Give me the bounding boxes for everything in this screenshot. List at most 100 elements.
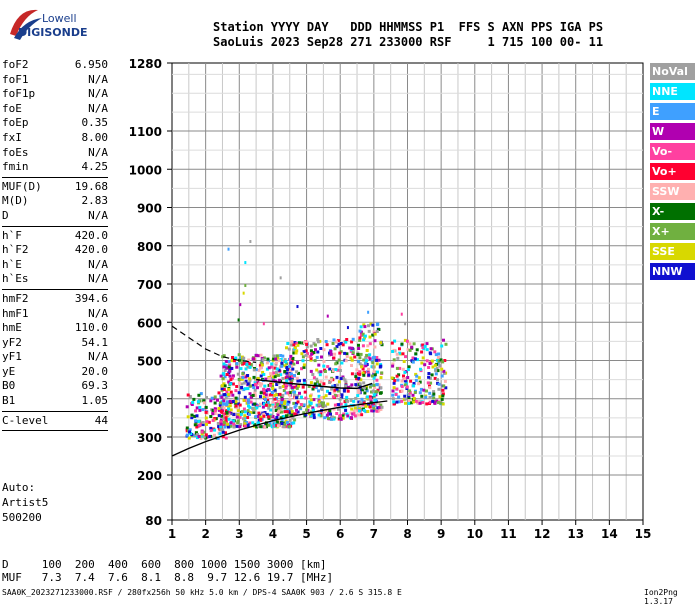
- echo-point: [299, 403, 303, 406]
- param-row: hmE 110.0: [2, 321, 108, 336]
- echo-point: [334, 368, 338, 371]
- param-row: hmF1 N/A: [2, 307, 108, 322]
- echo-point: [351, 351, 355, 355]
- param-value: N/A: [88, 72, 108, 86]
- echo-point: [198, 405, 202, 409]
- echo-point: [312, 416, 316, 420]
- echo-point: [246, 409, 250, 413]
- echo-point: [224, 363, 228, 367]
- echo-point: [373, 373, 377, 377]
- echo-point: [370, 374, 374, 378]
- echo-point: [246, 401, 250, 405]
- echo-point: [438, 395, 442, 399]
- echo-point: [290, 365, 294, 369]
- echo-point: [403, 383, 407, 387]
- echo-point: [309, 349, 313, 353]
- echo-point: [300, 395, 303, 399]
- echo-point: [302, 382, 306, 386]
- echo-point: [292, 385, 296, 389]
- echo-point: [411, 356, 415, 360]
- echo-point: [369, 397, 373, 401]
- echo-point: [236, 421, 240, 425]
- echo-point: [222, 362, 226, 366]
- echo-point: [192, 397, 196, 401]
- x-tick-label: 11: [500, 527, 517, 541]
- param-value: N/A: [88, 101, 108, 115]
- echo-point: [261, 370, 265, 374]
- echo-point: [257, 415, 261, 419]
- echo-point: [254, 353, 258, 357]
- param-row: yF2 54.1: [2, 336, 108, 351]
- echo-point: [403, 379, 407, 383]
- echo-point: [379, 403, 383, 407]
- echo-point: [436, 362, 440, 366]
- echo-point: [270, 391, 274, 394]
- echo-point: [334, 362, 338, 366]
- echo-point: [434, 372, 438, 376]
- echo-point: [239, 303, 242, 307]
- echo-point: [323, 416, 327, 420]
- echo-point: [326, 417, 330, 420]
- echo-point: [358, 372, 362, 376]
- echo-point: [266, 401, 270, 405]
- echo-point: [246, 382, 250, 386]
- echo-point: [291, 367, 295, 371]
- echo-point: [361, 332, 365, 336]
- echo-point: [354, 383, 358, 387]
- echo-point: [317, 363, 321, 367]
- legend-item: W: [650, 123, 695, 140]
- echo-point: [308, 400, 312, 404]
- echo-point: [319, 414, 323, 418]
- param-name: MUF(D): [2, 179, 42, 193]
- echo-point: [275, 416, 279, 419]
- echo-point: [367, 373, 371, 377]
- echo-point: [231, 382, 235, 386]
- echo-point: [380, 371, 384, 375]
- echo-point: [306, 352, 310, 356]
- echo-point: [290, 340, 294, 344]
- echo-point: [330, 387, 334, 391]
- echo-point: [356, 394, 360, 398]
- echo-point: [219, 374, 223, 378]
- echo-point: [280, 410, 284, 414]
- echo-point: [244, 367, 248, 371]
- param-row: h`Es N/A: [2, 272, 108, 287]
- echo-point: [357, 360, 361, 364]
- echo-point: [335, 345, 339, 349]
- echo-point: [188, 395, 192, 398]
- echo-point: [429, 381, 433, 385]
- echo-point: [236, 419, 240, 423]
- echo-point: [227, 392, 230, 396]
- echo-point: [367, 402, 371, 406]
- echo-point: [364, 356, 368, 360]
- echo-point: [226, 422, 229, 426]
- echo-point: [403, 370, 407, 374]
- echo-point: [350, 364, 353, 367]
- echo-point: [216, 436, 220, 440]
- echo-point: [360, 413, 364, 417]
- echo-point: [375, 362, 379, 366]
- echo-point: [372, 355, 376, 359]
- echo-point: [408, 342, 412, 346]
- echo-point: [333, 384, 337, 387]
- echo-point: [317, 394, 321, 398]
- echo-point: [370, 390, 373, 394]
- echo-point: [442, 338, 445, 342]
- echo-point: [332, 338, 336, 342]
- echo-point: [262, 356, 266, 360]
- param-name: h`Es: [2, 272, 29, 286]
- echo-point: [365, 384, 369, 388]
- echo-point: [345, 395, 349, 399]
- echo-point: [322, 395, 326, 399]
- echo-point: [379, 364, 383, 368]
- echo-point: [295, 341, 299, 345]
- echo-point: [289, 354, 293, 358]
- echo-point: [271, 400, 275, 404]
- echo-point: [240, 361, 244, 365]
- echo-point: [430, 359, 434, 363]
- echo-point: [436, 401, 440, 405]
- echo-point: [380, 405, 384, 409]
- echo-point: [300, 352, 304, 356]
- echo-point: [238, 378, 242, 382]
- echo-point: [428, 376, 432, 380]
